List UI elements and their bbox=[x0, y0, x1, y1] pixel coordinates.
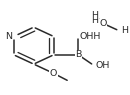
Text: O: O bbox=[100, 19, 107, 28]
Text: N: N bbox=[6, 32, 13, 41]
Text: OHH: OHH bbox=[80, 32, 101, 41]
Text: B: B bbox=[75, 50, 82, 59]
Text: H: H bbox=[121, 26, 128, 35]
Text: OH: OH bbox=[80, 32, 94, 41]
Text: OH: OH bbox=[96, 61, 110, 70]
Text: H: H bbox=[91, 16, 98, 25]
Text: H: H bbox=[91, 11, 98, 20]
Text: O: O bbox=[50, 69, 57, 78]
